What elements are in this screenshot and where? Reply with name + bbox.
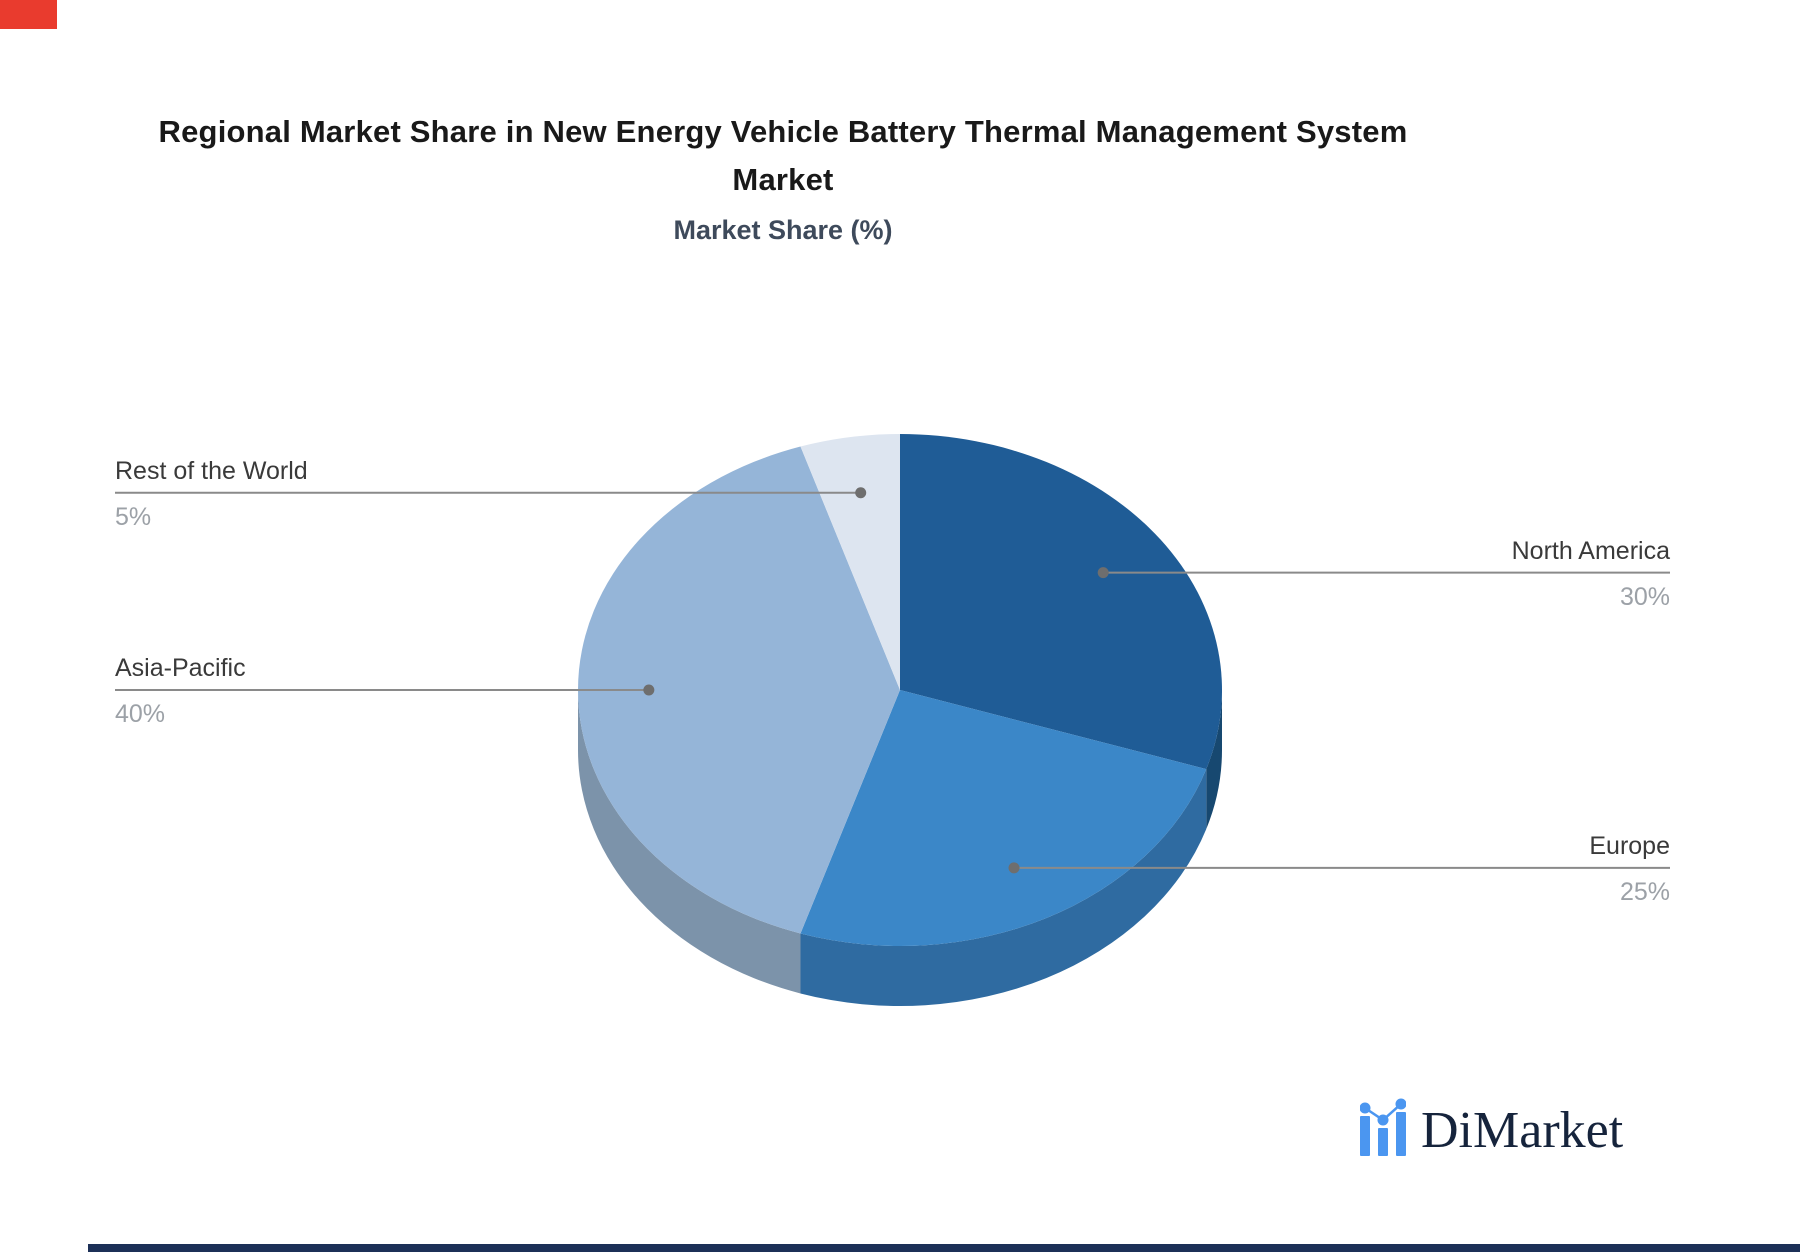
pie-slice-asia-pacific[interactable] <box>578 446 900 934</box>
top-left-red-patch <box>0 0 57 29</box>
logo-text: DiMarket <box>1421 1102 1624 1159</box>
leader-dot-asia-pacific <box>643 684 655 696</box>
chart-subtitle: Market Share (%) <box>673 215 893 245</box>
pie-slice-rest-of-the-world[interactable] <box>800 434 900 690</box>
leader-dot-rest-of-the-world <box>855 487 867 499</box>
bar-chart-logo-icon <box>1360 1098 1406 1156</box>
chart-header: Regional Market Share in New Energy Vehi… <box>0 108 1566 246</box>
slice-side-asia-pacific <box>578 690 801 994</box>
slice-side-europe <box>800 769 1207 1006</box>
bottom-navy-bar <box>88 1244 1800 1252</box>
pie-slice-europe[interactable] <box>800 690 1207 946</box>
leader-dot-europe <box>1008 862 1020 874</box>
leader-dot-north-america <box>1097 567 1109 579</box>
dimarket-logo: DiMarket <box>1360 1098 1623 1160</box>
pie-slice-north-america[interactable] <box>900 434 1223 770</box>
slice-side-north-america <box>1206 690 1222 830</box>
chart-title-line1: Regional Market Share in New Energy Vehi… <box>158 114 1408 149</box>
chart-title-line2: Market <box>732 162 834 197</box>
